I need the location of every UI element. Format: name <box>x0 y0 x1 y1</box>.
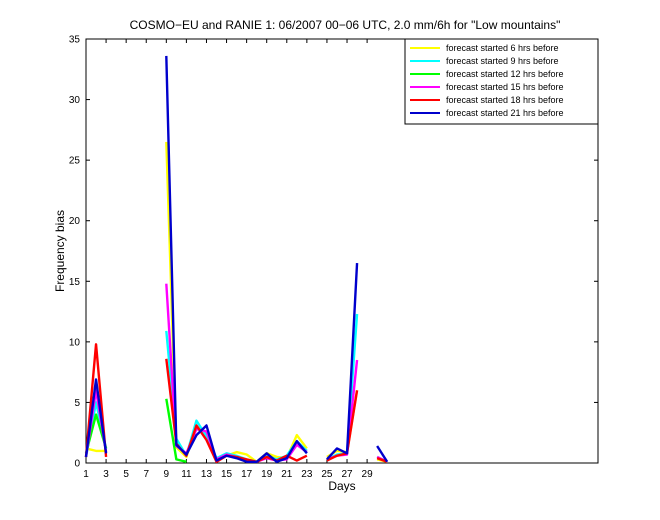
legend-label: forecast started 6 hrs before <box>446 43 559 53</box>
x-tick-label: 27 <box>341 469 353 480</box>
y-axis-label: Frequency bias <box>53 210 67 292</box>
series-segment <box>326 390 359 462</box>
x-axis-label: Days <box>328 479 355 493</box>
legend-label: forecast started 21 hrs before <box>446 108 564 118</box>
x-tick-label: 29 <box>362 469 374 480</box>
series-segment <box>85 447 107 453</box>
x-axis: 1 3 5 7 9 11 13 15 17 19 21 23 25 27 29 <box>83 39 373 480</box>
series-segment <box>326 263 359 461</box>
y-tick-label: 5 <box>74 398 80 409</box>
chart-title: COSMO−EU and RANIE 1: 06/2007 00−06 UTC,… <box>130 18 561 32</box>
y-tick-label: 10 <box>69 337 81 348</box>
x-tick-label: 19 <box>261 469 273 480</box>
y-tick-label: 0 <box>74 459 80 470</box>
legend-label: forecast started 15 hrs before <box>446 82 564 92</box>
y-tick-label: 30 <box>69 95 81 106</box>
series-segment <box>165 398 187 463</box>
x-tick-label: 11 <box>181 469 192 480</box>
legend-label: forecast started 12 hrs before <box>446 69 564 79</box>
y-tick-label: 20 <box>69 216 81 227</box>
x-tick-label: 17 <box>241 469 253 480</box>
y-tick-label: 25 <box>69 156 81 167</box>
series-segment <box>84 343 108 458</box>
x-tick-label: 3 <box>103 469 109 480</box>
legend: forecast started 6 hrs before forecast st… <box>404 38 599 125</box>
x-tick-label: 5 <box>123 469 129 480</box>
series-lines <box>84 55 389 463</box>
x-tick-label: 9 <box>164 469 170 480</box>
y-tick-label: 35 <box>69 35 81 46</box>
x-tick-label: 25 <box>321 469 333 480</box>
series-segment <box>165 55 308 463</box>
x-tick-label: 21 <box>281 469 293 480</box>
x-tick-label: 15 <box>221 469 233 480</box>
y-tick-label: 15 <box>69 277 81 288</box>
x-tick-label: 23 <box>301 469 313 480</box>
legend-label: forecast started 18 hrs before <box>446 95 564 105</box>
legend-label: forecast started 9 hrs before <box>446 56 559 66</box>
y-axis: 0 5 10 15 20 25 30 35 <box>69 35 598 470</box>
series-segment <box>376 445 389 463</box>
legend-box <box>404 38 599 125</box>
series-line <box>84 55 389 463</box>
x-tick-label: 1 <box>83 469 89 480</box>
series-segment <box>84 378 108 458</box>
x-tick-label: 13 <box>201 469 213 480</box>
x-tick-label: 7 <box>143 469 149 480</box>
